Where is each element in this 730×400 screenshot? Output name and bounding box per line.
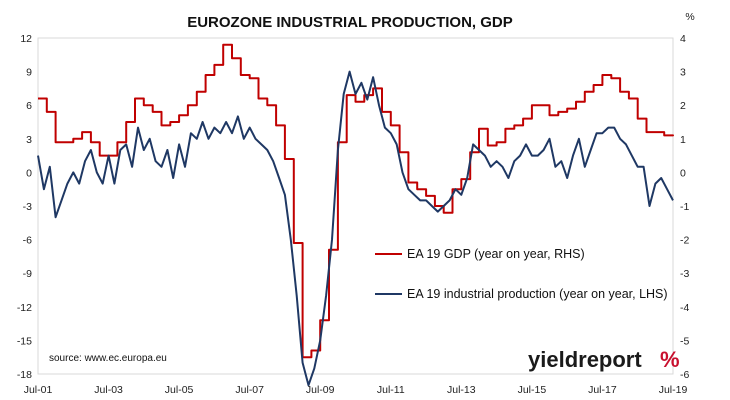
- x-tick-label: Jul-07: [235, 384, 264, 396]
- left-tick-label: -15: [17, 335, 32, 347]
- left-axis: 12 9 6 3 0 -3 -6 -9 -12 -15 -18: [17, 33, 32, 381]
- x-tick-label: Jul-03: [94, 384, 123, 396]
- source-note: source: www.ec.europa.eu: [49, 353, 167, 364]
- x-tick-label: Jul-15: [518, 384, 547, 396]
- brand-percent-mark: %: [660, 347, 680, 372]
- left-tick-label: -12: [17, 302, 32, 314]
- left-tick-label: 6: [26, 100, 32, 112]
- series-layer: [37, 43, 674, 387]
- right-tick-label: 2: [680, 100, 686, 112]
- left-tick-label: -18: [17, 369, 32, 381]
- right-tick-label: -2: [680, 235, 689, 247]
- brand-logo: yieldreport %: [528, 347, 680, 372]
- brand-wordmark: yieldreport: [528, 347, 642, 372]
- x-tick-label: Jul-17: [588, 384, 617, 396]
- legend-label-ip: EA 19 industrial production (year on yea…: [407, 287, 668, 301]
- x-tick-label: Jul-09: [306, 384, 335, 396]
- chart-title: EUROZONE INDUSTRIAL PRODUCTION, GDP: [187, 14, 513, 31]
- left-tick-label: 3: [26, 134, 32, 146]
- left-tick-label: 9: [26, 67, 32, 79]
- series-line-gdp: [38, 43, 674, 359]
- x-tick-label: Jul-19: [659, 384, 688, 396]
- right-tick-label: 3: [680, 67, 686, 79]
- legend: EA 19 GDP (year on year, RHS) EA 19 indu…: [375, 247, 668, 301]
- left-tick-label: -9: [23, 268, 32, 280]
- right-tick-label: -3: [680, 268, 689, 280]
- x-axis: Jul-01 Jul-03 Jul-05 Jul-07 Jul-09 Jul-11 Jul-…: [24, 384, 688, 396]
- legend-label-gdp: EA 19 GDP (year on year, RHS): [407, 247, 585, 261]
- right-tick-label: 1: [680, 134, 686, 146]
- x-tick-label: Jul-01: [24, 384, 53, 396]
- right-tick-label: -1: [680, 201, 689, 213]
- right-axis: 4 3 2 1 0 -1 -2 -3 -4 -5 -6: [680, 33, 689, 381]
- plot-area-frame: [37, 37, 674, 375]
- right-tick-label: -4: [680, 302, 689, 314]
- left-tick-label: 12: [20, 33, 32, 45]
- right-axis-unit: %: [685, 11, 694, 23]
- left-tick-label: -3: [23, 201, 32, 213]
- right-tick-label: 0: [680, 167, 686, 179]
- right-tick-label: -6: [680, 369, 689, 381]
- x-tick-label: Jul-11: [377, 384, 405, 396]
- left-tick-label: 0: [26, 167, 32, 179]
- right-tick-label: -5: [680, 335, 689, 347]
- x-tick-label: Jul-05: [165, 384, 194, 396]
- right-tick-label: 4: [680, 33, 686, 45]
- series-line-industrial-production: [37, 70, 674, 387]
- left-tick-label: -6: [23, 235, 32, 247]
- x-tick-label: Jul-13: [447, 384, 476, 396]
